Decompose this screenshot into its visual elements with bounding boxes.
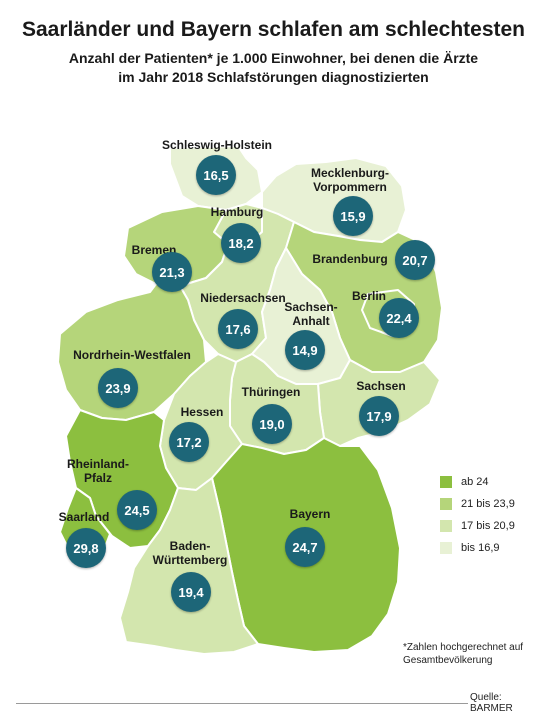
- legend-swatch: [440, 542, 452, 554]
- label-mecklenburg-vorpommern-line1: Mecklenburg-: [310, 166, 389, 180]
- value-bubble-sachsen: 17,9: [359, 396, 399, 436]
- subtitle-line-2: im Jahr 2018 Schlafstörungen diagnostizi…: [118, 69, 429, 85]
- legend-swatch: [440, 520, 452, 532]
- label-hamburg: Hamburg: [210, 205, 264, 219]
- source-credit: Quelle: BARMER: [470, 692, 513, 714]
- legend-item: bis 16,9: [440, 537, 515, 559]
- legend: ab 24 21 bis 23,9 17 bis 20,9 bis 16,9: [440, 471, 515, 559]
- legend-item: ab 24: [440, 471, 515, 493]
- label-rheinland-pfalz-line2: Pfalz: [83, 471, 112, 485]
- label-sachsen-anhalt: Sachsen- Anhalt: [276, 300, 346, 328]
- label-sachsen-anhalt-line2: Anhalt: [292, 314, 330, 328]
- label-mecklenburg-vorpommern: Mecklenburg- Vorpommern: [300, 166, 400, 194]
- label-schleswig-holstein: Schleswig-Holstein: [161, 138, 273, 152]
- legend-item: 21 bis 23,9: [440, 493, 515, 515]
- legend-item: 17 bis 20,9: [440, 515, 515, 537]
- value-bubble-hamburg: 18,2: [221, 223, 261, 263]
- label-thueringen: Thüringen: [241, 385, 301, 399]
- label-saarland: Saarland: [58, 510, 110, 524]
- label-baden-wuerttemberg-line2: Württemberg: [152, 553, 228, 567]
- value-bubble-saarland: 29,8: [66, 528, 106, 568]
- page-title: Saarländer und Bayern schlafen am schlec…: [21, 18, 526, 41]
- label-baden-wuerttemberg: Baden- Württemberg: [140, 539, 240, 567]
- value-bubble-bayern: 24,7: [285, 527, 325, 567]
- value-bubble-mecklenburg-vorpommern: 15,9: [333, 196, 373, 236]
- region-baden-wuerttemberg[interactable]: [119, 477, 259, 655]
- footnote-line-2: Gesamtbevölkerung: [403, 655, 493, 666]
- label-hessen: Hessen: [180, 405, 224, 419]
- label-sachsen-anhalt-line1: Sachsen-: [284, 300, 338, 314]
- legend-swatch: [440, 476, 452, 488]
- value-bubble-nordrhein-westfalen: 23,9: [98, 368, 138, 408]
- value-bubble-schleswig-holstein: 16,5: [196, 155, 236, 195]
- legend-swatch: [440, 498, 452, 510]
- label-niedersachsen: Niedersachsen: [200, 291, 286, 305]
- label-rheinland-pfalz-line1: Rheinland-: [67, 457, 129, 471]
- label-bayern: Bayern: [289, 507, 331, 521]
- label-rheinland-pfalz: Rheinland- Pfalz: [66, 457, 130, 485]
- subtitle-line-1: Anzahl der Patienten* je 1.000 Einwohner…: [68, 50, 479, 66]
- value-bubble-sachsen-anhalt: 14,9: [285, 330, 325, 370]
- label-brandenburg: Brandenburg: [312, 252, 388, 266]
- value-bubble-hessen: 17,2: [169, 422, 209, 462]
- legend-label: 17 bis 20,9: [461, 520, 515, 532]
- footnote-line-1: *Zahlen hochgerechnet auf: [403, 642, 524, 653]
- legend-label: 21 bis 23,9: [461, 498, 515, 510]
- label-mecklenburg-vorpommern-line2: Vorpommern: [313, 180, 387, 194]
- label-nordrhein-westfalen: Nordrhein-Westfalen: [73, 348, 191, 362]
- label-baden-wuerttemberg-line1: Baden-: [169, 539, 211, 553]
- value-bubble-rheinland-pfalz: 24,5: [117, 490, 157, 530]
- label-sachsen: Sachsen: [356, 379, 406, 393]
- legend-label: bis 16,9: [461, 542, 500, 554]
- value-bubble-thueringen: 19,0: [252, 404, 292, 444]
- value-bubble-niedersachsen: 17,6: [218, 309, 258, 349]
- value-bubble-baden-wuerttemberg: 19,4: [171, 572, 211, 612]
- label-berlin: Berlin: [351, 289, 386, 303]
- legend-label: ab 24: [461, 476, 489, 488]
- value-bubble-brandenburg: 20,7: [395, 240, 435, 280]
- footnote: *Zahlen hochgerechnet auf Gesamtbevölker…: [403, 641, 523, 667]
- value-bubble-bremen: 21,3: [152, 252, 192, 292]
- value-bubble-berlin: 22,4: [379, 298, 419, 338]
- source-divider: [16, 703, 468, 704]
